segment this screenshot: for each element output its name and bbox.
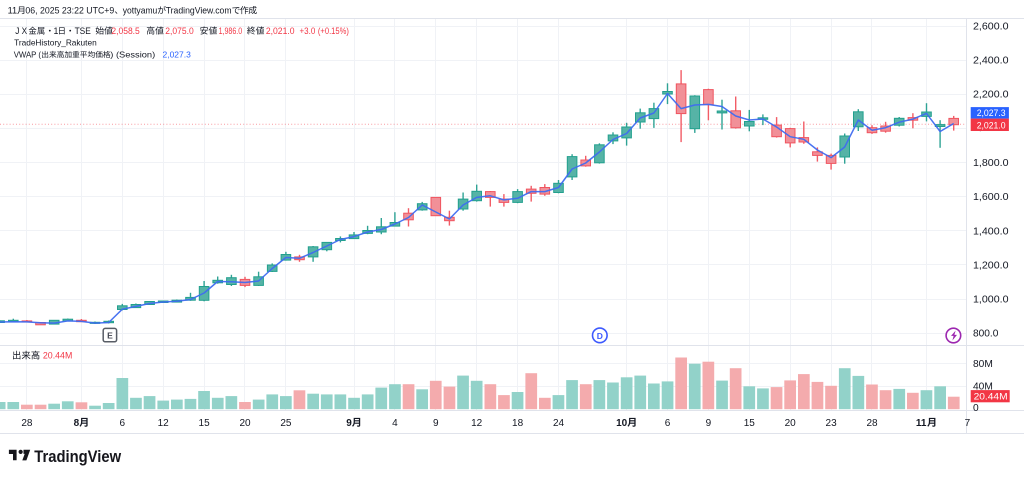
- svg-text:10: 10: [616, 418, 628, 429]
- svg-text:800.0: 800.0: [973, 329, 999, 340]
- svg-text:1,800.0: 1,800.0: [973, 158, 1009, 169]
- svg-text:9: 9: [346, 418, 352, 429]
- svg-text:20: 20: [785, 418, 797, 429]
- svg-text:15: 15: [744, 418, 756, 429]
- svg-text:1,000.0: 1,000.0: [973, 295, 1009, 306]
- svg-text:2,200.0: 2,200.0: [973, 90, 1009, 101]
- svg-text:24: 24: [553, 418, 565, 429]
- svg-text:20: 20: [239, 418, 251, 429]
- svg-text:) (Session): ) (Session): [110, 50, 155, 59]
- svg-text:15: 15: [199, 418, 211, 429]
- svg-text:2,058.5: 2,058.5: [111, 26, 139, 36]
- svg-text:1,200.0: 1,200.0: [973, 260, 1009, 271]
- svg-text:1: 1: [54, 26, 59, 36]
- svg-text:18: 18: [512, 418, 524, 429]
- svg-text:12: 12: [158, 418, 170, 429]
- svg-text:1,400.0: 1,400.0: [973, 226, 1009, 237]
- svg-text:TradingView.com: TradingView.com: [166, 5, 232, 15]
- svg-text:2,400.0: 2,400.0: [973, 56, 1009, 67]
- svg-text:(+0.15%): (+0.15%): [318, 26, 349, 36]
- svg-text:2,027.3: 2,027.3: [163, 50, 192, 59]
- svg-text:2,075.0: 2,075.0: [165, 26, 193, 36]
- svg-text:+3.0: +3.0: [300, 26, 316, 36]
- svg-text:40M: 40M: [973, 382, 993, 393]
- svg-text:28: 28: [866, 418, 878, 429]
- svg-text:9: 9: [706, 418, 712, 429]
- svg-text:23: 23: [826, 418, 838, 429]
- svg-text:VWAP (: VWAP (: [14, 50, 42, 59]
- svg-text:J X: J X: [15, 26, 27, 36]
- svg-text:8: 8: [74, 418, 80, 429]
- svg-text:TSE: TSE: [75, 26, 91, 36]
- svg-text:0: 0: [973, 403, 979, 414]
- svg-text:2,027.3: 2,027.3: [977, 108, 1006, 118]
- svg-text:7: 7: [965, 418, 971, 429]
- svg-text:06, 2025 23:22 UTC+9: 06, 2025 23:22 UTC+9: [25, 5, 114, 15]
- svg-text:11: 11: [916, 418, 927, 429]
- svg-text:28: 28: [21, 418, 33, 429]
- svg-text:6: 6: [120, 418, 126, 429]
- svg-text:9: 9: [433, 418, 439, 429]
- svg-text:6: 6: [665, 418, 671, 429]
- svg-text:20.44M: 20.44M: [43, 351, 72, 361]
- svg-text:1,600.0: 1,600.0: [973, 192, 1009, 203]
- svg-text:1,986.0: 1,986.0: [219, 26, 243, 36]
- svg-text:2,021.0: 2,021.0: [266, 26, 295, 36]
- svg-text:4: 4: [392, 418, 398, 429]
- svg-text:E: E: [107, 331, 113, 341]
- svg-text:2,021.0: 2,021.0: [977, 120, 1006, 130]
- svg-text:25: 25: [280, 418, 292, 429]
- svg-text:80M: 80M: [973, 359, 993, 370]
- svg-text:12: 12: [471, 418, 483, 429]
- svg-text:20.44M: 20.44M: [974, 392, 1008, 402]
- svg-text:D: D: [597, 331, 603, 341]
- svg-text:TradeHistory_Rakuten: TradeHistory_Rakuten: [14, 39, 97, 48]
- svg-text:11: 11: [8, 5, 18, 15]
- svg-text:yottyamu: yottyamu: [123, 5, 158, 15]
- svg-text:TradingView: TradingView: [34, 448, 121, 466]
- svg-text:2,600.0: 2,600.0: [973, 21, 1009, 32]
